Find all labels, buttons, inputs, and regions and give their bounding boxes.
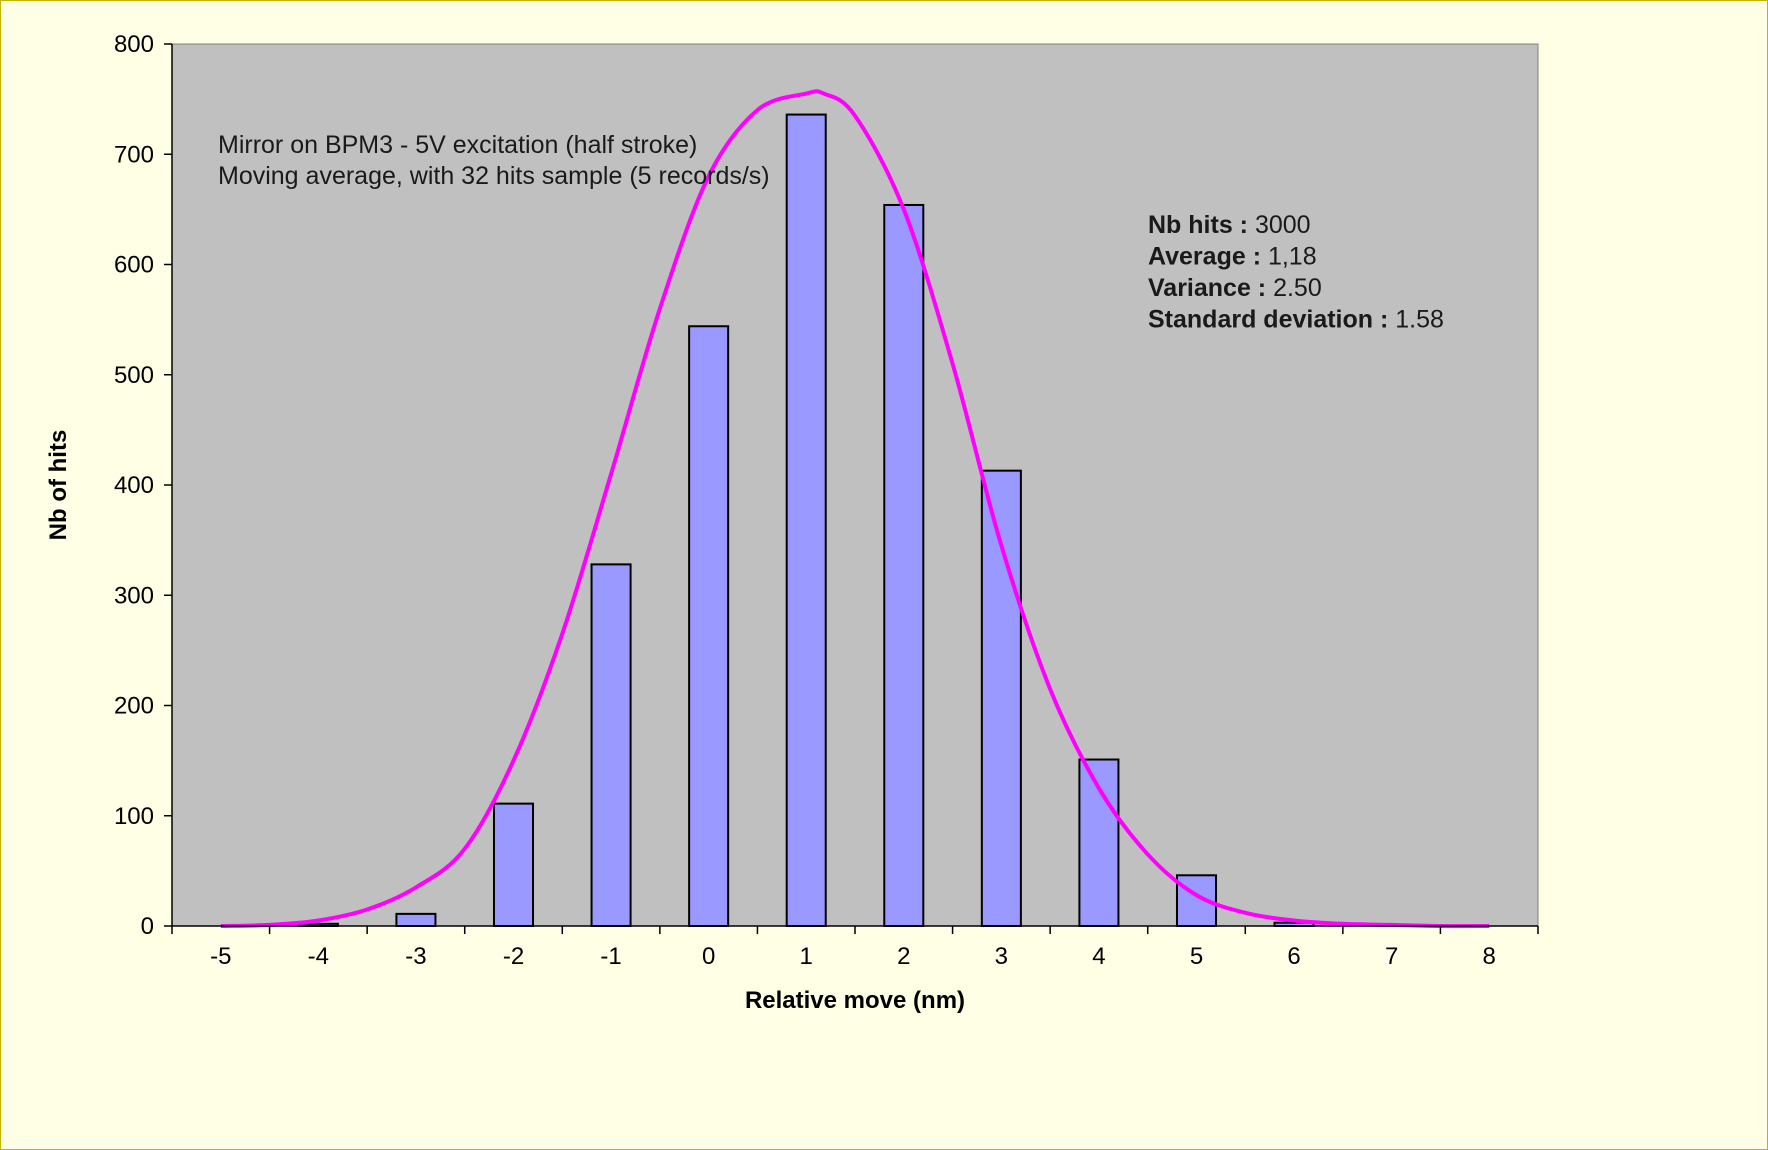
x-tick-label: 5: [1190, 943, 1203, 970]
stat-value: 1,18: [1261, 243, 1317, 271]
stats-block: Nb hits : 3000 Average : 1,18 Variance : 2…: [1148, 211, 1444, 334]
stat-label: Standard deviation :: [1148, 306, 1388, 334]
y-tick-label: 300: [114, 582, 154, 609]
bar: [688, 325, 730, 927]
stat-label: Nb hits :: [1148, 211, 1248, 239]
x-tick-label: 0: [702, 943, 715, 970]
y-tick-label: 800: [114, 31, 154, 58]
y-tick-label: 200: [114, 693, 154, 720]
bar: [395, 912, 437, 927]
bars-group: [297, 113, 1315, 928]
x-tick-label: -2: [503, 943, 524, 970]
stat-value: 2.50: [1266, 274, 1322, 302]
stat-value: 3000: [1248, 211, 1311, 239]
x-tick-label: -1: [600, 943, 621, 970]
y-tick-label: 400: [114, 472, 154, 499]
stat-line: Standard deviation : 1.58: [1148, 306, 1444, 334]
stat-label: Average :: [1148, 243, 1261, 271]
fit-curve: [220, 89, 1490, 929]
stat-value: 1.58: [1388, 306, 1444, 334]
x-tick-label: 1: [800, 943, 813, 970]
y-axis-title: Nb of hits: [45, 430, 72, 541]
y-tick-label: 700: [114, 141, 154, 168]
stat-line: Average : 1,18: [1148, 243, 1317, 271]
x-tick-label: -3: [405, 943, 426, 970]
annotation-line-1: Mirror on BPM3 - 5V excitation (half str…: [218, 131, 697, 159]
bar: [590, 563, 632, 927]
x-tick-label: 3: [995, 943, 1008, 970]
stat-line: Variance : 2.50: [1148, 274, 1322, 302]
y-tick-label: 0: [141, 913, 154, 940]
x-axis-title: Relative move (nm): [745, 987, 965, 1014]
y-ticks: 0 100 200 300 400 500 600 700 800: [114, 31, 172, 940]
plot-area: [171, 43, 1539, 927]
bar: [785, 113, 827, 927]
x-tick-label: 8: [1483, 943, 1496, 970]
y-tick-label: 600: [114, 252, 154, 279]
x-tick-label: 2: [897, 943, 910, 970]
x-tick-label: 6: [1287, 943, 1300, 970]
x-tick-label: -5: [210, 943, 231, 970]
stat-label: Variance :: [1148, 274, 1266, 302]
x-ticks: -5 -4 -3 -2 -1 0 1 2 3 4 5 6 7 8: [171, 926, 1539, 970]
bar: [883, 203, 925, 927]
x-tick-label: 4: [1092, 943, 1105, 970]
stat-line: Nb hits : 3000: [1148, 211, 1311, 239]
x-tick-label: 7: [1385, 943, 1398, 970]
y-tick-label: 100: [114, 803, 154, 830]
bar: [492, 802, 535, 927]
x-tick-label: -4: [308, 943, 329, 970]
annotation-line-2: Moving average, with 32 hits sample (5 r…: [218, 162, 770, 190]
y-tick-label: 500: [114, 362, 154, 389]
